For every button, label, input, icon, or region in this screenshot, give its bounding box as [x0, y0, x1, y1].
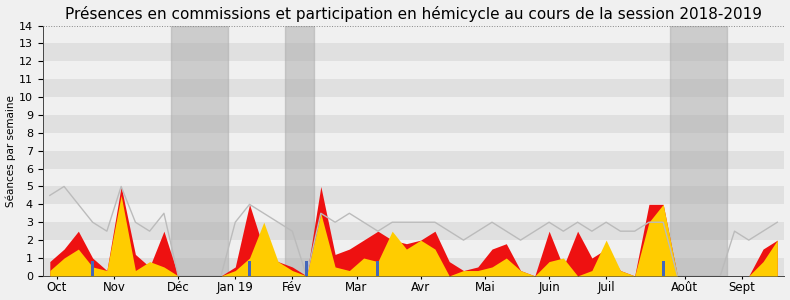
- Bar: [43, 187, 784, 204]
- Bar: [43, 26, 784, 44]
- Bar: [43, 169, 784, 187]
- Bar: [285, 26, 314, 276]
- Bar: [671, 26, 728, 276]
- Bar: [43, 204, 784, 222]
- Bar: [662, 261, 664, 276]
- Bar: [43, 97, 784, 115]
- Bar: [91, 261, 94, 276]
- Bar: [43, 44, 784, 61]
- Bar: [171, 26, 228, 276]
- Bar: [43, 240, 784, 258]
- Title: Présences en commissions et participation en hémicycle au cours de la session 20: Présences en commissions et participatio…: [65, 6, 762, 22]
- Bar: [43, 115, 784, 133]
- Bar: [43, 133, 784, 151]
- Bar: [43, 222, 784, 240]
- Bar: [305, 261, 308, 276]
- Y-axis label: Séances par semaine: Séances par semaine: [6, 95, 16, 207]
- Bar: [43, 258, 784, 276]
- Bar: [248, 261, 251, 276]
- Bar: [376, 261, 379, 276]
- Bar: [43, 151, 784, 169]
- Bar: [43, 79, 784, 97]
- Bar: [43, 61, 784, 79]
